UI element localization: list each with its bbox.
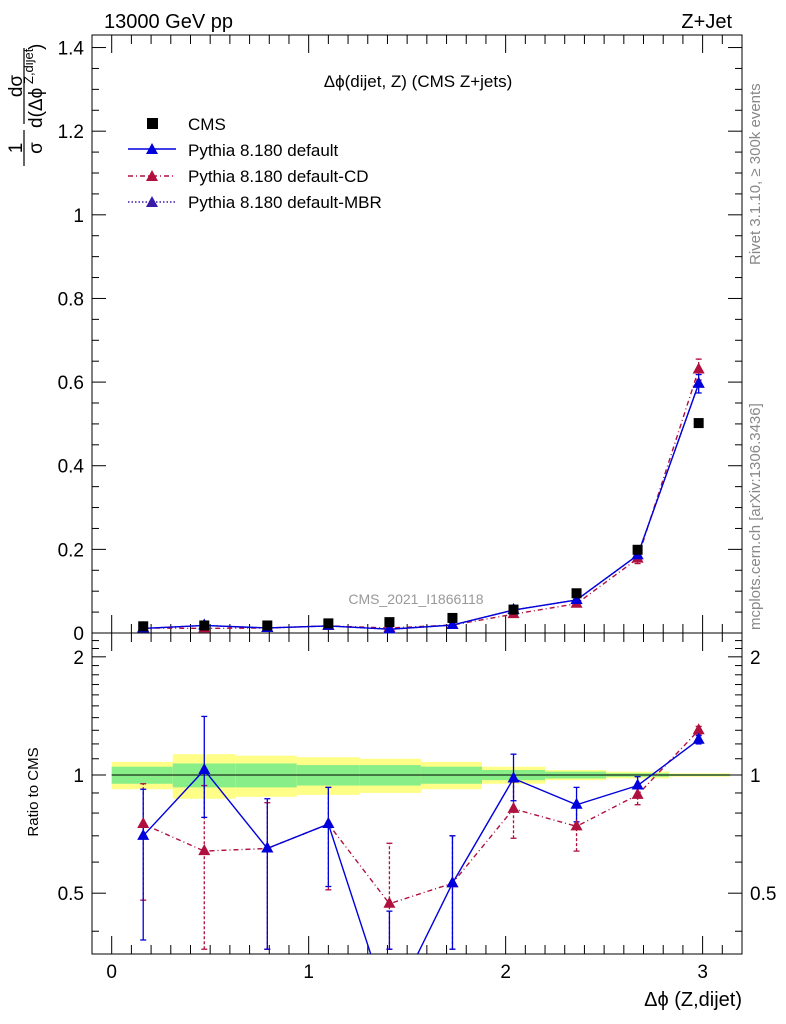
cms-point [199,620,210,631]
default-point [692,376,705,388]
cms-point [447,612,458,623]
ratio-default-point [570,797,583,809]
main-y-axis-label: 1 σ dσ d(Δϕ Z,dijet ) [6,44,47,166]
default-point [570,592,583,604]
main-y-tick-label: 0 [73,624,84,645]
main-y-tick-label: 1.2 [58,122,84,143]
main-y-tick-label: 1.4 [58,39,85,60]
legend: CMS Pythia 8.180 default Pythia 8.180 de… [128,115,382,212]
ratio-default-line [142,739,700,954]
legend-label-cms: CMS [188,115,226,134]
ylabel-frac2-den: d(Δϕ [26,88,47,128]
default-point [446,618,459,630]
plot-title: Δϕ(dijet, Z) (CMS Z+jets) [324,72,513,91]
ratio-cd-line [142,729,700,905]
ratio-y-axis-label: Ratio to CMS [25,747,42,836]
main-y-tick-label: 0.2 [58,540,84,561]
analysis-id: CMS_2021_I1866118 [348,591,483,607]
cms-point [632,544,643,555]
ylabel-frac2-close: ) [26,44,47,50]
legend-label-cd: Pythia 8.180 default-CD [188,167,369,186]
ratio-y-tick-label: 0.5 [58,884,84,905]
ratio-default-point [261,841,274,853]
ylabel-frac2-num: dσ [6,75,27,98]
ratio-default-point [507,771,520,783]
ratio-y-tick-label: 2 [73,648,84,669]
ylabel-frac1-den: σ [26,142,47,154]
ratio-default-point [631,778,644,790]
main-y-tick-label: 0.8 [58,289,84,310]
ylabel-frac2-sup: Z,dijet [21,48,36,84]
ratio-cd-point [137,817,150,829]
legend-marker-mbr [146,196,158,207]
ratio-cd-point [631,787,644,799]
ratio-default-point [198,762,211,774]
ratio-default-point [692,732,705,744]
cms-point [571,588,582,599]
cms-point [138,621,149,632]
cms-point [693,418,704,429]
ratio-uncertainty-bands [111,754,742,799]
x-axis-label: Δϕ (Z,dijet) [644,989,742,1011]
x-tick-label: 2 [500,962,511,983]
cd-point [692,362,705,374]
ratio-series-clipped [137,715,705,954]
main-y-tick-label: 1 [73,206,84,227]
legend-label-default: Pythia 8.180 default [188,141,339,160]
ratio-cd-point [692,723,705,735]
ratio-y-tick-label-right: 0.5 [750,884,776,905]
cms-point [262,620,273,631]
cd-line [143,369,700,630]
ratio-cd-point [198,844,211,856]
ratio-cd-point [383,896,396,908]
legend-marker-default [146,143,158,154]
x-tick-label: 3 [697,962,708,983]
ratio-default-point [137,828,150,840]
legend-label-mbr: Pythia 8.180 default-MBR [188,193,382,212]
ratio-y-tick-label-right: 1 [750,766,761,787]
ratio-default-point [446,876,459,888]
ratio-cd-point [570,819,583,831]
ratio-y-tick-label-right: 2 [750,648,761,669]
main-y-tick-label: 0.6 [58,373,84,394]
cms-point [323,618,334,629]
cms-point [508,604,519,615]
default-line [143,383,700,630]
main-series [137,358,705,634]
ratio-y-tick-label: 1 [73,766,84,787]
x-tick-label: 0 [106,962,117,983]
x-tick-label: 1 [303,962,314,983]
rivet-label: Rivet 3.1.10, ≥ 300k events [747,83,764,265]
process-label: Z+Jet [681,11,732,33]
ratio-axis-ticks: 0.5 0.5 1 1 2 2 0 1 2 3 [58,633,776,983]
ratio-cd-point [507,801,520,813]
default-point [383,622,396,634]
energy-label: 13000 GeV pp [104,11,233,33]
ylabel-frac1-num: 1 [6,143,27,154]
legend-marker-cms [147,118,158,129]
ratio-default-point [322,817,335,829]
mcplots-label: mcplots.cern.ch [arXiv:1306.3436] [747,403,764,630]
ratio-series [137,715,705,954]
legend-marker-cd [146,170,158,181]
main-y-tick-label: 0.4 [58,457,85,478]
cms-point [384,617,395,628]
